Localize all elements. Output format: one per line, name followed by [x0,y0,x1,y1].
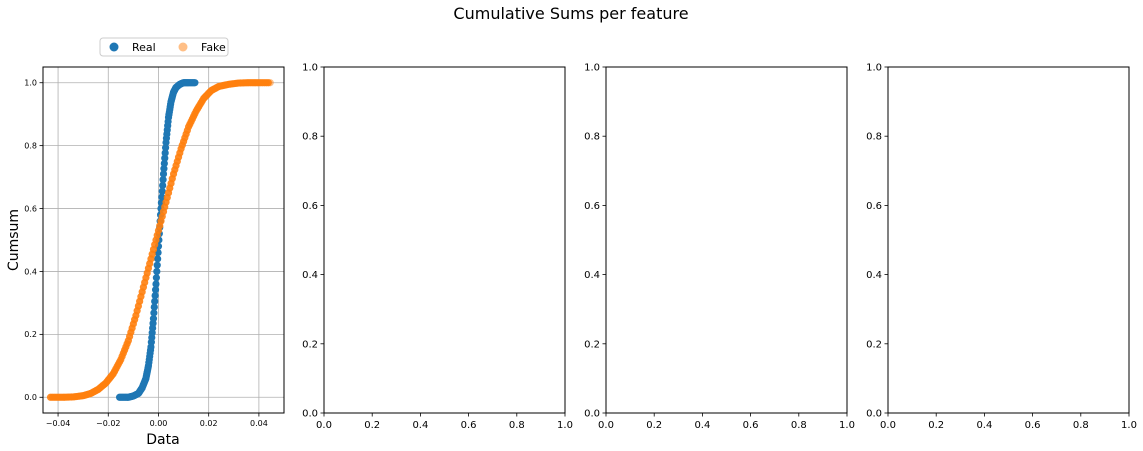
data-point [159,176,167,184]
x-tick-label: 0.0 [316,420,332,431]
x-tick-label: 0.6 [743,420,759,431]
y-tick-label: 0.8 [584,132,600,143]
x-tick-label: 0.8 [509,420,525,431]
data-point [152,280,160,288]
x-tick-label: 0.4 [412,420,428,431]
subplot-1: −0.04 −0.02 0.00 0.02 0.04 0.0 0.2 0.4 0.6 0.8 1.0 [24,66,285,428]
axes-frame [887,66,1130,414]
x-tick-label: 1.0 [839,420,855,431]
y-tick-label: 0.4 [24,267,37,276]
data-point [191,79,199,87]
y-tick-label: 0.8 [302,132,318,143]
x-tick-label: 0.0 [880,420,896,431]
axes-frame [605,66,848,414]
data-point [161,144,170,152]
y-tick-label: 0.8 [866,132,882,143]
legend-label-real: Real [132,41,156,54]
legend-frame [99,37,229,57]
x-tick-label: 0.6 [461,420,477,431]
y-tick-label: 0.4 [584,270,600,281]
data-point [160,165,168,173]
data-point [151,297,159,305]
y-tick-label: 0.2 [866,339,882,350]
x-tick-label: 1.0 [1121,420,1137,431]
y-tick-label: 0.0 [866,409,882,420]
data-point [159,181,167,190]
data-point [161,154,169,162]
data-point [149,315,158,323]
y-tick-label: 0.4 [866,270,882,281]
legend-marker-real [109,42,119,52]
legend: Real Fake [99,37,229,57]
y-tick-label: 0.2 [24,330,37,339]
data-point [151,286,160,294]
x-tick-label: 0.00 [150,419,168,428]
x-tick-label: 0.04 [250,419,268,428]
data-point [153,267,161,276]
axes-frame [323,66,566,414]
x-tick-label: 0.0 [598,420,614,431]
subplot-4: 0.0 0.2 0.4 0.6 0.8 1.0 0.0 0.2 0.4 0.6 0.8 1.0 [866,63,1137,432]
subplot-3: 0.0 0.2 0.4 0.6 0.8 1.0 0.0 0.2 0.4 0.6 0.8 1.0 [584,63,855,432]
y-tick-label: 0.2 [584,339,600,350]
subplot-2: 0.0 0.2 0.4 0.6 0.8 1.0 0.0 0.2 0.4 0.6 0.8 1.0 [302,63,573,432]
data-point [161,149,169,157]
y-axis-label: Cumsum [6,209,22,271]
data-point [152,274,160,282]
x-tick-label: 0.2 [928,420,944,431]
y-tick-label: 0.0 [584,409,600,420]
y-tick-label: 1.0 [24,79,37,88]
y-tick-label: 1.0 [866,63,882,74]
x-tick-label: 0.4 [976,420,992,431]
x-tick-label: 1.0 [557,420,573,431]
x-tick-label: −0.04 [46,419,71,428]
y-tick-label: 0.0 [24,393,37,402]
data-point [150,303,158,311]
y-tick-label: 0.6 [24,204,37,213]
y-tick-label: 0.4 [302,270,318,281]
data-point [159,170,168,178]
y-tick-label: 1.0 [302,63,318,74]
figure-title: Cumulative Sums per feature [453,4,688,23]
y-tick-label: 0.6 [302,201,318,212]
y-tick-label: 0.0 [302,409,318,420]
data-point [158,187,166,195]
x-axis-label: Data [146,432,179,448]
x-tick-label: 0.4 [694,420,710,431]
y-tick-label: 0.6 [866,201,882,212]
x-tick-label: 0.2 [646,420,662,431]
axes-frame [42,66,285,414]
x-tick-label: 0.8 [1073,420,1089,431]
data-point [160,159,168,168]
legend-label-fake: Fake [201,41,226,54]
y-tick-label: 0.8 [24,141,37,150]
data-point [150,309,158,317]
x-tick-label: 0.6 [1025,420,1041,431]
legend-marker-fake [178,42,188,52]
x-tick-label: 0.02 [200,419,218,428]
data-point [266,79,274,87]
x-tick-label: −0.02 [96,419,121,428]
data-point [153,261,161,269]
series-fake [46,79,274,401]
x-tick-label: 0.8 [791,420,807,431]
y-tick-label: 1.0 [584,63,600,74]
y-tick-label: 0.6 [584,201,600,212]
y-tick-label: 0.2 [302,339,318,350]
data-point [151,291,159,300]
data-point [158,193,166,201]
x-tick-label: 0.2 [364,420,380,431]
data-point [154,255,162,263]
